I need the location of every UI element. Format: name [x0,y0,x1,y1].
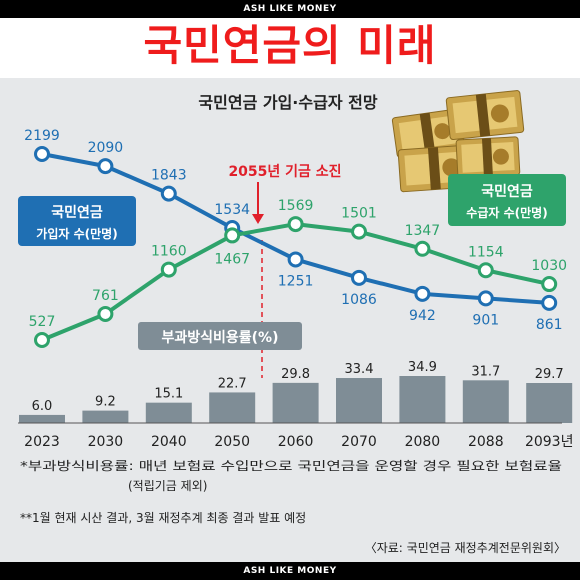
subscribers-legend-line2: 가입자 수(만명) [36,226,117,241]
subscribers-value: 1534 [214,202,250,218]
footnote-1-line2: (적립기금 제외) [128,479,207,493]
recipients-value: 1154 [468,244,504,260]
footnote-1-line1: *부과방식비용률: 매년 보험료 수입만으로 국민연금을 운영할 경우 필요한 … [20,459,562,473]
cost-rate-value: 22.7 [218,376,247,391]
cost-rate-value: 9.2 [95,395,116,410]
x-axis-ticks: 2023 2030 2040 2050 2060 2070 2080 2088 2093년 [24,434,573,450]
data-labels: 6.0 9.2 15.1 22.7 29.8 33.4 34.9 31.7 29.7 2199 20… [24,128,567,414]
cost-rate-bar [209,392,256,423]
subscribers-point [34,146,50,162]
subscribers-value: 942 [409,308,436,324]
recipients-value: 1347 [405,223,441,239]
cost-rate-bar [526,383,573,423]
subscribers-value: 861 [536,317,563,333]
footnote-2: **1월 현재 시산 결과, 3월 재정추계 최종 결과 발표 예정 [20,511,306,525]
recipients-value: 1501 [341,206,377,222]
subscribers-point [414,285,431,302]
x-tick-label: 2093년 [525,434,574,450]
cost-rate-value: 29.7 [535,367,564,382]
subscribers-point [541,294,558,311]
recipients-point [541,276,558,293]
subscribers-value: 1843 [151,168,187,184]
top-banner: ASH LIKE MONEY [0,0,580,18]
x-tick-label: 2070 [341,434,377,450]
depletion-annotation: 2055년 기금 소진 [228,163,342,378]
cost-rate-bar [145,402,192,423]
cost-rate-bar [399,376,446,423]
recipients-point [160,261,177,278]
cost-rate-bar [82,410,129,423]
cost-rate-value: 15.1 [154,387,183,402]
subscribers-point [287,251,304,268]
subscribers-point [97,158,114,175]
recipients-point [97,305,114,322]
cost-rate-bar [272,382,319,423]
money-bundle-illustration [391,90,525,193]
recipients-point [351,223,367,240]
subscribers-point [160,185,177,202]
x-tick-label: 2023 [24,434,60,450]
recipients-point [414,240,431,257]
recipients-value: 1569 [278,198,314,214]
recipients-value: 1030 [531,258,567,274]
subscribers-value: 1086 [341,292,377,308]
x-tick-label: 2088 [468,434,504,450]
source-note: 〈자료: 국민연금 재정추계전문위원회〉 [365,541,566,555]
x-tick-label: 2040 [151,434,187,450]
recipients-point [477,262,494,279]
subscribers-value: 2090 [88,140,124,156]
subscribers-value: 901 [472,312,499,328]
recipients-value: 761 [92,288,119,304]
recipients-point [287,216,304,233]
x-tick-label: 2060 [278,434,314,450]
cost-rate-legend-label: 부과방식비용률(%) [162,329,279,346]
recipients-value: 1160 [151,244,187,260]
subscribers-legend-line1: 국민연금 [51,204,103,221]
footnotes: *부과방식비용률: 매년 보험료 수입만으로 국민연금을 운영할 경우 필요한 … [20,459,566,555]
cost-rate-legend-box: 부과방식비용률(%) [138,322,302,350]
recipients-legend-line2: 수급자 수(만명) [466,205,547,220]
cost-rate-value: 6.0 [32,399,53,414]
recipients-value: 1467 [214,251,250,267]
cost-rate-value: 34.9 [408,360,437,375]
x-tick-label: 2050 [214,434,250,450]
recipients-legend-box: 국민연금 수급자 수(만명) [448,174,566,226]
depletion-label: 2055년 기금 소진 [228,163,341,180]
line-series [34,146,558,348]
subscribers-point [477,290,494,307]
cost-rate-value: 33.4 [345,362,374,377]
cost-rate-value: 31.7 [471,364,500,379]
bottom-banner: ASH LIKE MONEY [0,562,580,580]
recipients-point [224,227,241,244]
depletion-arrow-head [252,214,264,224]
cost-rate-bars [19,376,573,423]
cost-rate-bar [462,380,509,423]
cost-rate-bar [19,414,65,423]
chart-title: 국민연금 가입·수급자 전망 [198,93,377,112]
recipients-legend-line1: 국민연금 [481,183,533,200]
subscribers-value: 2199 [24,128,60,144]
cost-rate-bar [336,378,382,423]
subscribers-point [351,269,367,286]
headline: 국민연금의 미래 [0,18,580,74]
subscribers-value: 1251 [278,273,314,289]
cost-rate-value: 29.8 [281,367,310,382]
x-tick-label: 2030 [88,434,124,450]
recipients-value: 527 [29,314,56,330]
subscribers-legend-box: 국민연금 가입자 수(만명) [18,196,136,246]
x-tick-label: 2080 [405,434,441,450]
recipients-point [34,332,50,348]
